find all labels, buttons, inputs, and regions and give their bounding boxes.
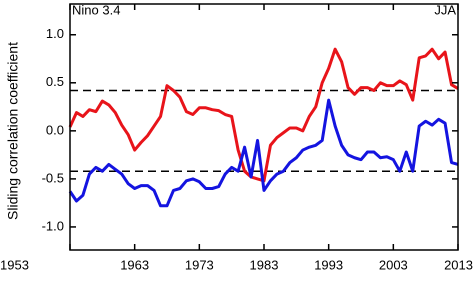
y-tick-label: 0.0	[46, 122, 64, 137]
x-tick-label: 1993	[314, 257, 343, 272]
x-tick-label: 1973	[185, 257, 214, 272]
y-tick-label: 0.5	[46, 74, 64, 89]
x-tick-label: 2013	[444, 257, 473, 272]
plot-frame	[69, 3, 459, 251]
data-line	[68, 47, 459, 183]
y-axis-label: Sliding correlation coefficient	[5, 42, 21, 220]
y-tick-label: -1.0	[42, 218, 64, 233]
x-tick-label: 2003	[379, 257, 408, 272]
annotation-left: Nino 3.4	[72, 2, 120, 17]
annotation-right: JJA	[434, 2, 456, 17]
data-line	[68, 98, 459, 208]
x-tick-label: 1953	[0, 257, 29, 272]
x-tick-label: 1983	[250, 257, 279, 272]
y-tick-label: -0.5	[42, 170, 64, 185]
x-tick-label: 1963	[120, 257, 149, 272]
y-tick-label: 1.0	[46, 26, 64, 41]
